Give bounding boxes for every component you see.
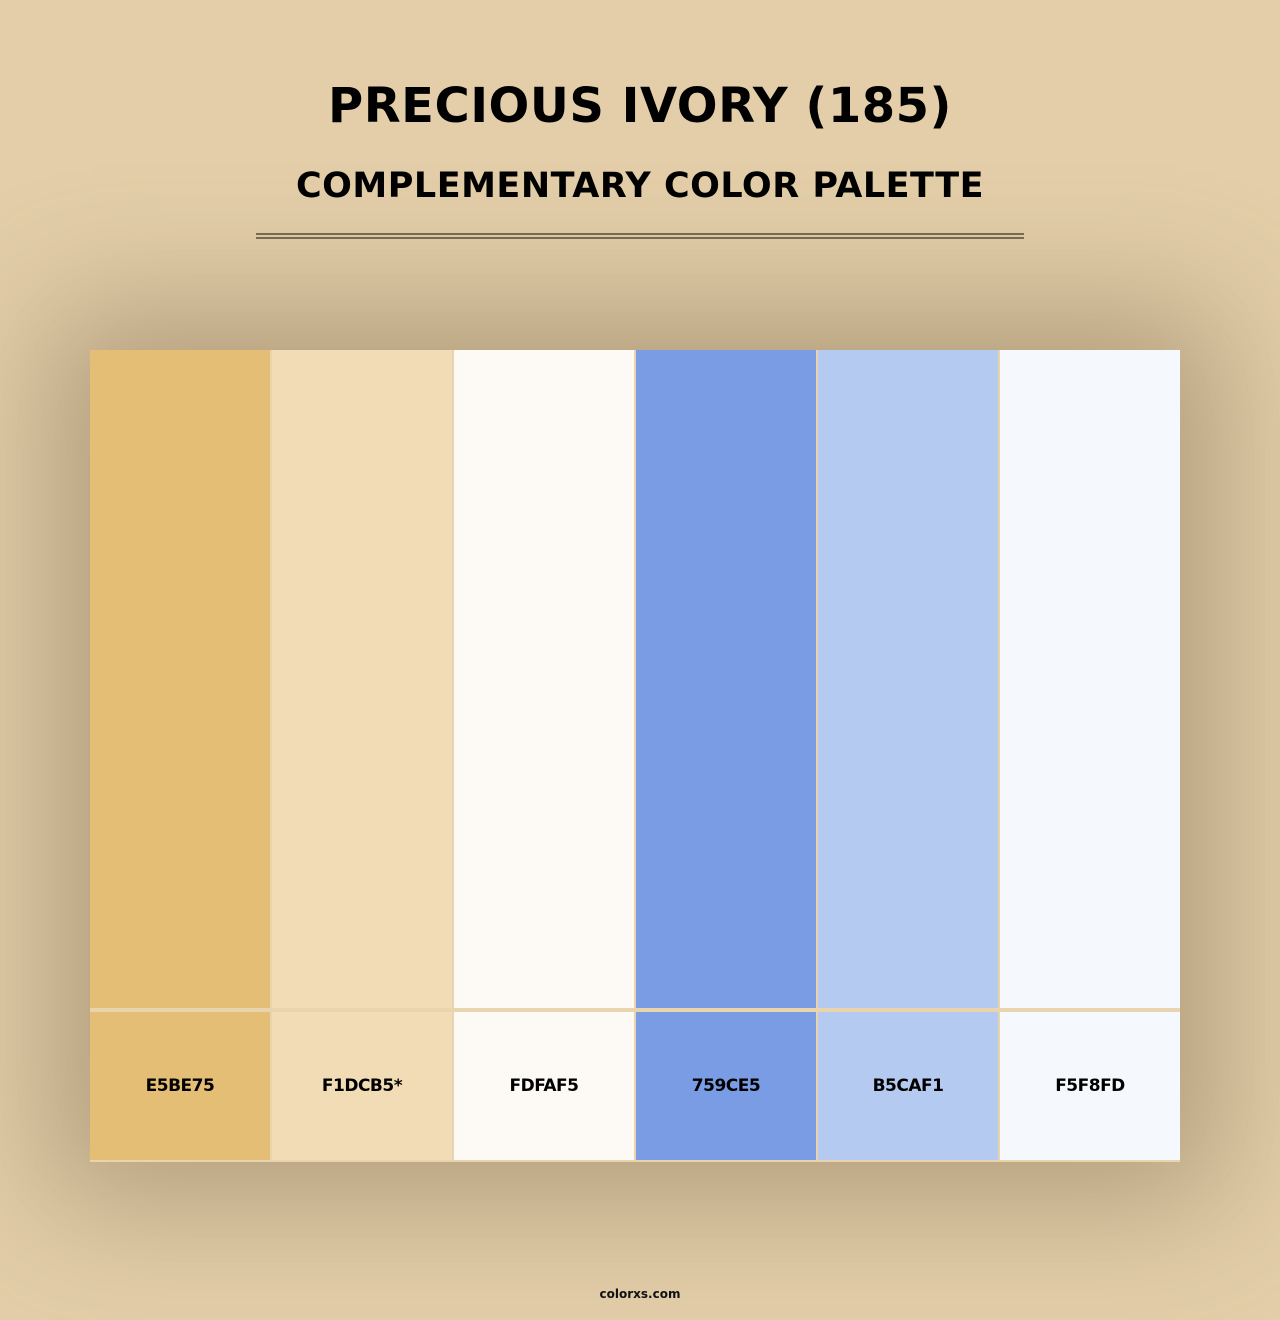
divider-bottom <box>256 237 1024 239</box>
swatch-column[interactable]: B5CAF1 <box>818 350 998 1162</box>
page-subtitle: COMPLEMENTARY COLOR PALETTE <box>295 166 985 206</box>
swatch-column[interactable]: 759CE5 <box>636 350 816 1162</box>
palette-card: E5BE75 F1DCB5* FDFAF5 759CE5 B5CAF1 F5F8… <box>90 350 1180 1162</box>
footer-link[interactable]: colorxs.com <box>599 1287 681 1301</box>
swatch-color <box>818 350 998 1008</box>
swatch-label: B5CAF1 <box>818 1012 998 1160</box>
divider-top <box>256 233 1024 235</box>
swatch-column[interactable]: E5BE75 <box>90 350 270 1162</box>
swatch-color <box>90 350 270 1008</box>
swatch-label: FDFAF5 <box>454 1012 634 1160</box>
swatch-color <box>272 350 452 1008</box>
swatch-label: F5F8FD <box>1000 1012 1180 1160</box>
swatch-color <box>636 350 816 1008</box>
swatch-column[interactable]: F1DCB5* <box>272 350 452 1162</box>
swatch-color <box>1000 350 1180 1008</box>
swatch-label: F1DCB5* <box>272 1012 452 1160</box>
swatch-color <box>454 350 634 1008</box>
swatch-column[interactable]: F5F8FD <box>1000 350 1180 1162</box>
swatch-label: 759CE5 <box>636 1012 816 1160</box>
swatch-label: E5BE75 <box>90 1012 270 1160</box>
page-title: PRECIOUS IVORY (185) <box>328 78 952 134</box>
swatch-column[interactable]: FDFAF5 <box>454 350 634 1162</box>
